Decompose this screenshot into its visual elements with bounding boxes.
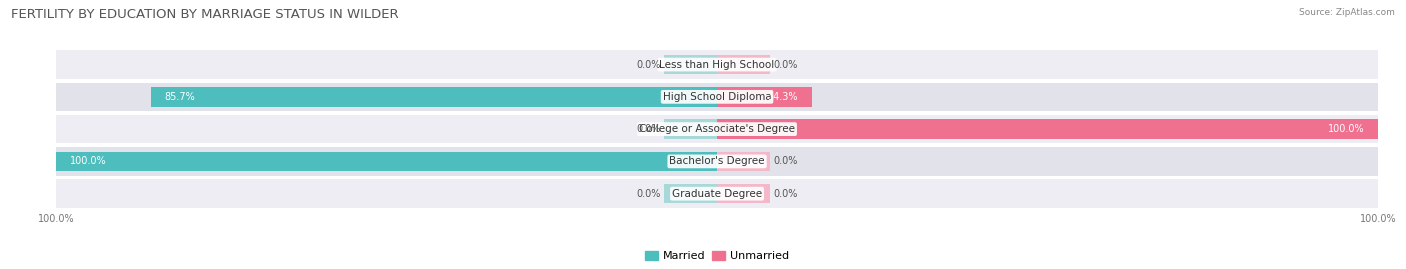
- Bar: [717, 119, 1378, 139]
- Bar: [664, 184, 717, 203]
- Text: Bachelor's Degree: Bachelor's Degree: [669, 156, 765, 167]
- Text: 100.0%: 100.0%: [69, 156, 105, 167]
- Bar: [717, 55, 770, 74]
- Text: 0.0%: 0.0%: [773, 156, 797, 167]
- Bar: [664, 119, 717, 139]
- Bar: [56, 152, 717, 171]
- Bar: [56, 179, 1378, 208]
- Text: Source: ZipAtlas.com: Source: ZipAtlas.com: [1299, 8, 1395, 17]
- Bar: [717, 184, 770, 203]
- Bar: [717, 87, 811, 107]
- Text: FERTILITY BY EDUCATION BY MARRIAGE STATUS IN WILDER: FERTILITY BY EDUCATION BY MARRIAGE STATU…: [11, 8, 399, 21]
- Text: Graduate Degree: Graduate Degree: [672, 189, 762, 199]
- Text: 14.3%: 14.3%: [768, 92, 799, 102]
- Text: 0.0%: 0.0%: [637, 189, 661, 199]
- Text: 0.0%: 0.0%: [637, 124, 661, 134]
- Bar: [56, 83, 1378, 111]
- Text: Less than High School: Less than High School: [659, 59, 775, 70]
- Text: 0.0%: 0.0%: [773, 59, 797, 70]
- Text: 0.0%: 0.0%: [637, 59, 661, 70]
- Bar: [56, 115, 1378, 143]
- Bar: [664, 55, 717, 74]
- Text: 85.7%: 85.7%: [165, 92, 194, 102]
- Legend: Married, Unmarried: Married, Unmarried: [641, 246, 793, 266]
- Text: College or Associate's Degree: College or Associate's Degree: [640, 124, 794, 134]
- Text: High School Diploma: High School Diploma: [662, 92, 772, 102]
- Text: 100.0%: 100.0%: [1329, 124, 1365, 134]
- Bar: [150, 87, 717, 107]
- Bar: [56, 50, 1378, 79]
- Bar: [717, 152, 770, 171]
- Text: 0.0%: 0.0%: [773, 189, 797, 199]
- Bar: [56, 147, 1378, 176]
